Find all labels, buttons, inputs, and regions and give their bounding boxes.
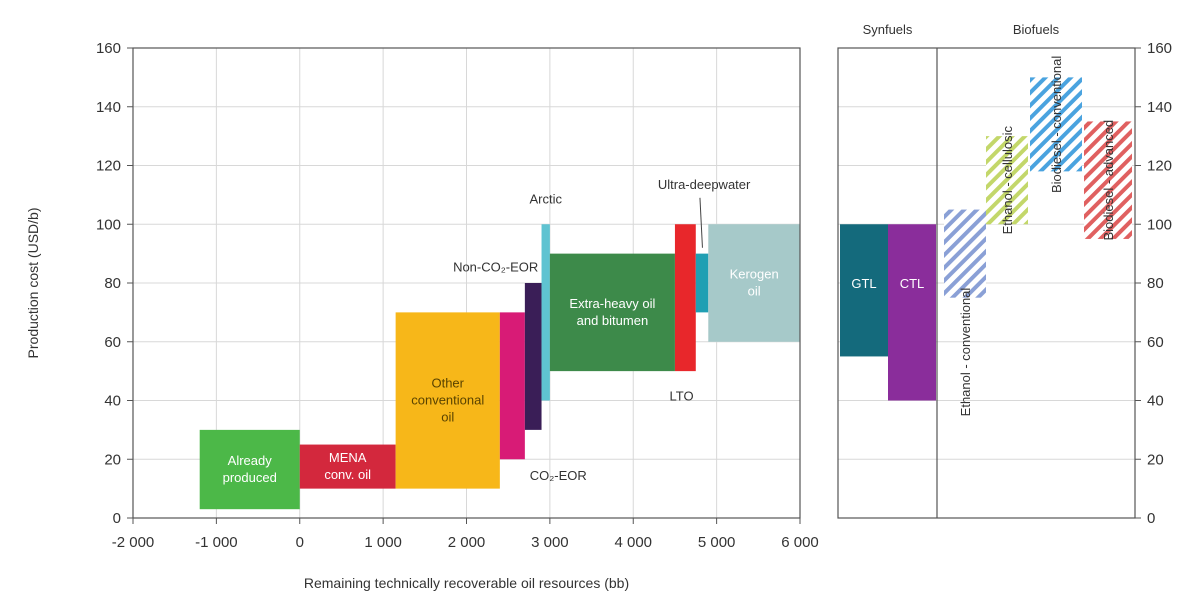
y-tick-label: 120 — [96, 158, 121, 175]
bar-label-other-conventional-oil: Other conventional oil — [411, 376, 484, 425]
bar-label-biodiesel-conventional: Biodiesel - conventional — [1049, 56, 1064, 193]
y-tick-label: 40 — [104, 393, 121, 410]
annotation-lto: LTO — [670, 389, 694, 404]
y-tick-label-right: 60 — [1147, 334, 1164, 351]
annotation-non-co-eor: Non-CO₂-EOR — [453, 259, 538, 274]
bar-label-kerogen-oil: Kerogen oil — [730, 267, 779, 299]
y-tick-label-right: 40 — [1147, 393, 1164, 410]
x-tick-label: 0 — [296, 534, 304, 551]
annotation-ultra-deepwater: Ultra-deepwater — [658, 177, 751, 192]
bar-ethanol-conventional — [944, 209, 986, 298]
annotation-co-eor: CO₂-EOR — [530, 468, 587, 483]
bar-co2-eor — [499, 312, 525, 460]
bar-label-extra-heavy-oil-and-bitumen-line: Extra-heavy oil — [569, 296, 655, 311]
y-axis-title: Production cost (USD/b) — [25, 208, 41, 359]
bar-label-mena-conv-oil-line: MENA — [329, 450, 367, 465]
bar-mena-conv-oil — [299, 444, 396, 489]
bar-label-ctl: CTL — [900, 276, 925, 291]
bar-non-co2-eor — [524, 283, 542, 430]
bar-ethanol-cellulosic — [986, 136, 1028, 225]
x-tick-label: 3 000 — [531, 534, 569, 551]
bar-label-ethanol-cellulosic: Ethanol - cellulosic — [1000, 125, 1015, 234]
bar-ultra-deepwater — [695, 253, 709, 313]
x-tick-label: 4 000 — [614, 534, 652, 551]
y-tick-label-right: 20 — [1147, 451, 1164, 468]
bar-lto — [674, 224, 696, 372]
bar-label-biodiesel-advanced: Biodiesel - advanced — [1101, 120, 1116, 241]
y-tick-label-right: 120 — [1147, 158, 1172, 175]
bar-label-other-conventional-oil-line: Other — [431, 376, 464, 391]
y-tick-label: 160 — [96, 40, 121, 57]
bar-label-mena-conv-oil: MENA conv. oil — [324, 450, 371, 482]
y-tick-label-right: 80 — [1147, 275, 1164, 292]
y-tick-label: 20 — [104, 451, 121, 468]
y-tick-label-right: 0 — [1147, 510, 1155, 527]
y-tick-label-right: 140 — [1147, 99, 1172, 116]
bar-label-already-produced: Already produced — [223, 453, 277, 485]
bar-ctl — [888, 224, 936, 401]
annotation-arctic: Arctic — [529, 192, 562, 207]
plot-frame — [132, 47, 801, 519]
group-label-biofuels: Biofuels — [1013, 22, 1060, 37]
y-tick-label-right: 100 — [1147, 216, 1172, 233]
bar-label-other-conventional-oil-line: oil — [441, 410, 454, 425]
x-tick-label: -2 000 — [112, 534, 155, 551]
x-tick-label: 6 000 — [781, 534, 819, 551]
bar-gtl — [840, 224, 888, 357]
y-tick-label: 60 — [104, 334, 121, 351]
bar-extra-heavy-oil-and-bitumen — [549, 253, 675, 372]
bar-label-extra-heavy-oil-and-bitumen-line: and bitumen — [577, 313, 649, 328]
x-axis-title: Remaining technically recoverable oil re… — [304, 575, 629, 591]
bar-kerogen-oil — [708, 224, 800, 342]
x-tick-label: 1 000 — [364, 534, 402, 551]
bar-arctic — [541, 224, 550, 401]
y-tick-label: 140 — [96, 99, 121, 116]
bar-label-other-conventional-oil-line: conventional — [411, 393, 484, 408]
group-label-synfuels: Synfuels — [863, 22, 913, 37]
bar-label-ethanol-conventional: Ethanol - conventional — [958, 288, 973, 417]
synfuels-biofuels-chart: 0 20 40 60 80 100 120 140 160 GTL CTL Ethanol - con… — [837, 22, 1172, 527]
bar-biodiesel-advanced — [1084, 121, 1132, 239]
bar-label-mena-conv-oil-line: conv. oil — [324, 467, 371, 482]
bar-label-gtl: GTL — [851, 276, 876, 291]
y-tick-label: 100 — [96, 216, 121, 233]
bar-label-already-produced-line: produced — [223, 470, 277, 485]
x-tick-label: -1 000 — [195, 534, 238, 551]
bar-biodiesel-conventional — [1030, 77, 1082, 172]
bar-label-already-produced-line: Already — [228, 453, 273, 468]
plot-frame-right — [837, 47, 1136, 519]
resource-cost-chart: -2 000 -1 000 0 1 000 2 000 3 000 4 000 5 000 6 … — [25, 40, 819, 591]
bar-other-conventional-oil — [395, 312, 500, 489]
y-tick-label: 80 — [104, 275, 121, 292]
bar-already-produced — [199, 429, 300, 510]
x-tick-label: 5 000 — [698, 534, 736, 551]
bar-label-kerogen-oil-line: oil — [748, 284, 761, 299]
bar-label-extra-heavy-oil-and-bitumen: Extra-heavy oil and bitumen — [569, 296, 655, 328]
ultra-deepwater-leader — [699, 197, 703, 248]
y-tick-label: 0 — [113, 510, 121, 527]
y-tick-label-right: 160 — [1147, 40, 1172, 57]
x-tick-label: 2 000 — [448, 534, 486, 551]
bar-label-kerogen-oil-line: Kerogen — [730, 267, 779, 282]
